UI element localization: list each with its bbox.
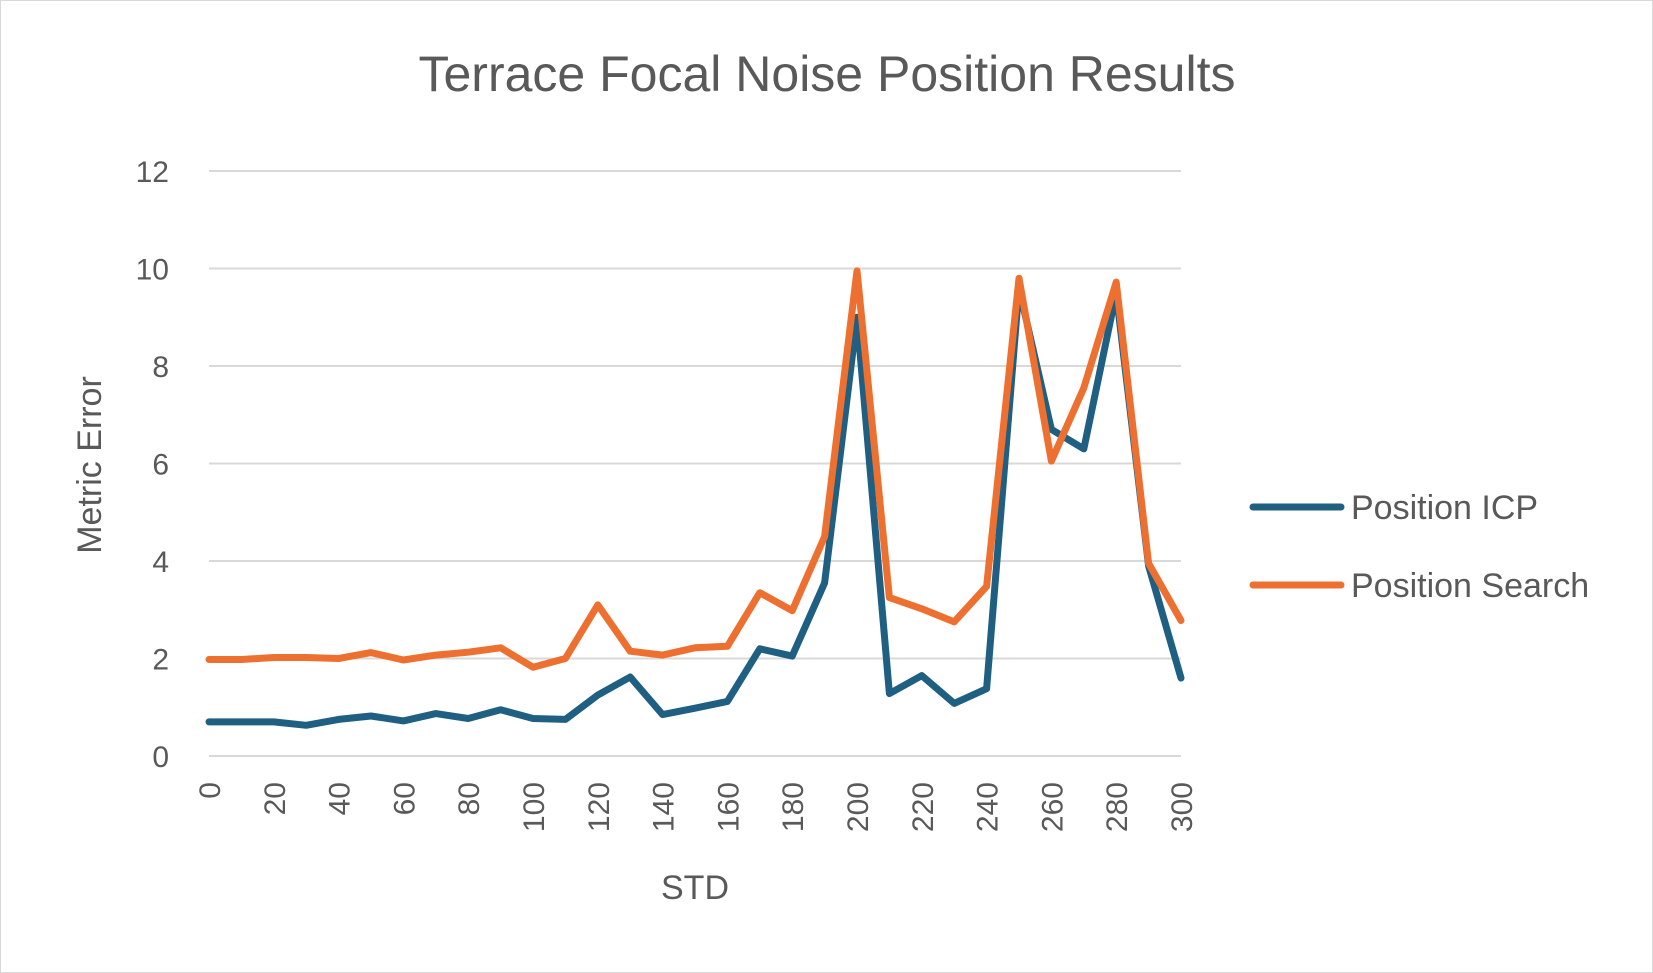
y-axis-ticks: 0 2 4 6 8 10 12 bbox=[136, 156, 169, 774]
x-tick-label: 280 bbox=[1101, 782, 1134, 832]
x-tick-label: 300 bbox=[1166, 782, 1199, 832]
x-axis-label: STD bbox=[661, 869, 729, 907]
x-tick-label: 100 bbox=[518, 782, 551, 832]
legend-label: Position ICP bbox=[1351, 489, 1538, 527]
y-tick-label: 2 bbox=[152, 644, 169, 677]
x-tick-label: 120 bbox=[583, 782, 616, 832]
legend-label: Position Search bbox=[1351, 567, 1589, 605]
chart-title: Terrace Focal Noise Position Results bbox=[419, 46, 1236, 102]
series-lines bbox=[205, 267, 1185, 729]
x-tick-label: 240 bbox=[972, 782, 1005, 832]
x-tick-label: 0 bbox=[194, 782, 227, 799]
y-axis-label: Metric Error bbox=[71, 376, 109, 554]
legend: Position ICP Position Search bbox=[1249, 489, 1589, 605]
series-line-position-search bbox=[205, 267, 1185, 671]
gridlines bbox=[209, 170, 1181, 757]
x-tick-label: 180 bbox=[777, 782, 810, 832]
y-tick-label: 0 bbox=[152, 741, 169, 774]
x-tick-label: 220 bbox=[907, 782, 940, 832]
y-tick-label: 8 bbox=[152, 351, 169, 384]
y-tick-label: 10 bbox=[136, 254, 169, 287]
x-tick-label: 200 bbox=[842, 782, 875, 832]
x-tick-label: 20 bbox=[259, 782, 292, 815]
x-tick-label: 160 bbox=[712, 782, 745, 832]
y-tick-label: 4 bbox=[152, 546, 169, 579]
x-tick-label: 140 bbox=[648, 782, 681, 832]
x-axis-ticks: 0 20 40 60 80 100 120 140 160 180 200 220 240 260 280 3… bbox=[194, 782, 1199, 832]
x-tick-label: 60 bbox=[388, 782, 421, 815]
x-tick-label: 40 bbox=[324, 782, 357, 815]
x-tick-label: 260 bbox=[1036, 782, 1069, 832]
y-tick-label: 12 bbox=[136, 156, 169, 189]
y-tick-label: 6 bbox=[152, 449, 169, 482]
x-tick-label: 80 bbox=[453, 782, 486, 815]
